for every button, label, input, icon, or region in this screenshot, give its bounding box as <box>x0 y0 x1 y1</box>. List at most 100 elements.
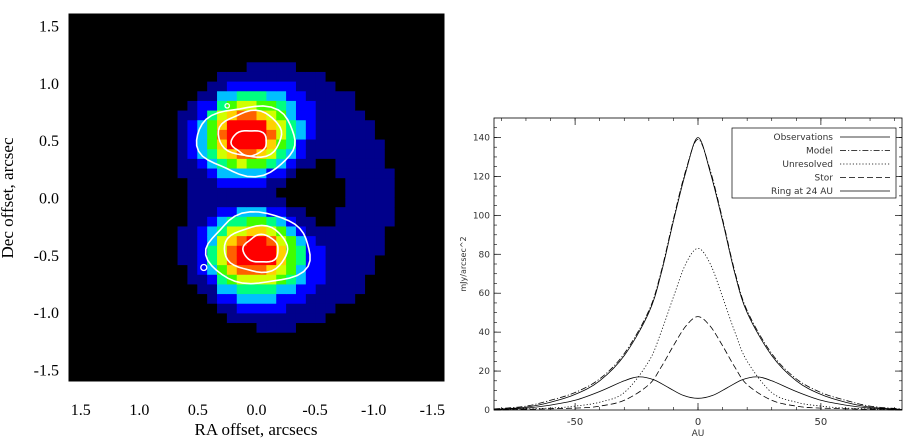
heatmap-cell <box>167 245 178 256</box>
heatmap-cell <box>394 168 405 179</box>
heatmap-cell <box>325 158 336 169</box>
legend-label: Observations <box>774 133 834 143</box>
heatmap-cell <box>325 323 336 334</box>
heatmap-cell <box>256 303 267 314</box>
heatmap-cell <box>187 197 198 208</box>
heatmap-cell <box>286 129 297 140</box>
heatmap-cell <box>295 284 307 295</box>
heatmap-cell <box>177 158 188 169</box>
heatmap-cell <box>276 91 287 102</box>
heatmap-cell <box>374 178 386 189</box>
heatmap-cell <box>197 294 208 305</box>
heatmap-cell <box>276 187 287 198</box>
heatmap-cell <box>305 100 317 111</box>
heatmap-cell <box>295 245 307 256</box>
heatmap-cell <box>226 149 238 160</box>
heatmap-cell <box>295 323 307 334</box>
legend-label: Stor <box>815 174 834 184</box>
heatmap-cell <box>355 226 366 237</box>
right-x-tick-label: 50 <box>815 417 828 428</box>
heatmap-cell <box>325 62 336 73</box>
heatmap-cell <box>256 313 267 324</box>
heatmap-cell <box>355 120 366 131</box>
heatmap-cell <box>325 187 336 198</box>
heatmap-cell <box>256 158 267 169</box>
left-x-tick-label: -0.5 <box>302 402 327 419</box>
heatmap-cell <box>217 236 228 247</box>
heatmap-cell <box>197 197 208 208</box>
heatmap-cell <box>305 62 317 73</box>
heatmap-cell <box>276 139 287 150</box>
heatmap-cell <box>305 149 317 160</box>
heatmap-cell <box>305 216 317 227</box>
heatmap-cell <box>335 226 346 237</box>
heatmap-cell <box>276 120 287 131</box>
heatmap-cell <box>266 52 277 63</box>
heatmap-cell <box>374 255 386 266</box>
heatmap-cell <box>177 255 188 266</box>
heatmap-cell <box>355 265 366 276</box>
heatmap-cell <box>246 129 257 140</box>
heatmap-cell <box>325 284 336 295</box>
heatmap-cell <box>167 207 178 218</box>
heatmap-cell <box>345 129 356 140</box>
heatmap-cell <box>236 216 248 227</box>
series-line-5 <box>493 376 903 410</box>
heatmap-cell <box>246 91 257 102</box>
heatmap-cell <box>246 226 257 237</box>
heatmap-cell <box>345 91 356 102</box>
heatmap-cell <box>325 168 336 179</box>
heatmap-cell <box>256 129 267 140</box>
heatmap-cell <box>266 110 277 121</box>
right-tick-marks <box>494 118 902 411</box>
heatmap-cell <box>266 313 277 324</box>
left-y-tick-label: 0.0 <box>39 191 59 208</box>
heatmap-cell <box>246 284 257 295</box>
heatmap-cell <box>345 207 356 218</box>
heatmap-cell <box>217 284 228 295</box>
heatmap-cell <box>256 323 267 334</box>
heatmap-cell <box>355 91 366 102</box>
heatmap-cell <box>217 207 228 218</box>
heatmap-cell <box>286 52 297 63</box>
heatmap-cell <box>256 255 267 266</box>
heatmap-cell <box>276 81 287 92</box>
heatmap-cell <box>197 226 208 237</box>
heatmap-cell <box>335 284 346 295</box>
heatmap-cell <box>286 245 297 256</box>
heatmap-cell <box>315 110 326 121</box>
heatmap-cell <box>374 274 386 285</box>
heatmap-cell <box>256 226 267 237</box>
heatmap-cell <box>167 129 178 140</box>
heatmap-cell <box>286 313 297 324</box>
heatmap-cell <box>345 216 356 227</box>
heatmap-cell <box>177 100 188 111</box>
right-x-tick-label: 0 <box>695 417 701 428</box>
profile-series-lines <box>493 137 903 411</box>
heatmap-cell <box>374 265 386 276</box>
right-y-axis-label: mJy/arcsec^2 <box>459 236 468 291</box>
heatmap-cell <box>226 255 238 266</box>
heatmap-cell <box>197 236 208 247</box>
heatmap-cell <box>187 187 198 198</box>
heatmap-cell <box>325 91 336 102</box>
heatmap-cell <box>226 168 238 179</box>
heatmap-cell <box>374 158 386 169</box>
heatmap-cell <box>226 284 238 295</box>
heatmap-cell <box>236 294 248 305</box>
legend: Observations Model Unresolved Stor Ring at 2… <box>731 127 897 199</box>
heatmap-cell <box>335 149 346 160</box>
heatmap-cell <box>256 139 267 150</box>
heatmap-cell <box>305 158 317 169</box>
heatmap-cell <box>355 197 366 208</box>
heatmap-cell <box>217 149 228 160</box>
heatmap-cell <box>286 158 297 169</box>
right-y-tick-labels: 0 20 40 60 80 100 120 140 <box>473 133 490 416</box>
heatmap-cell <box>226 303 238 314</box>
heatmap-cell <box>315 303 326 314</box>
heatmap-cell <box>187 91 198 102</box>
heatmap-cell <box>345 245 356 256</box>
right-y-tick-label: 20 <box>479 367 491 377</box>
heatmap-cell <box>207 245 218 256</box>
heatmap-cell <box>295 226 307 237</box>
